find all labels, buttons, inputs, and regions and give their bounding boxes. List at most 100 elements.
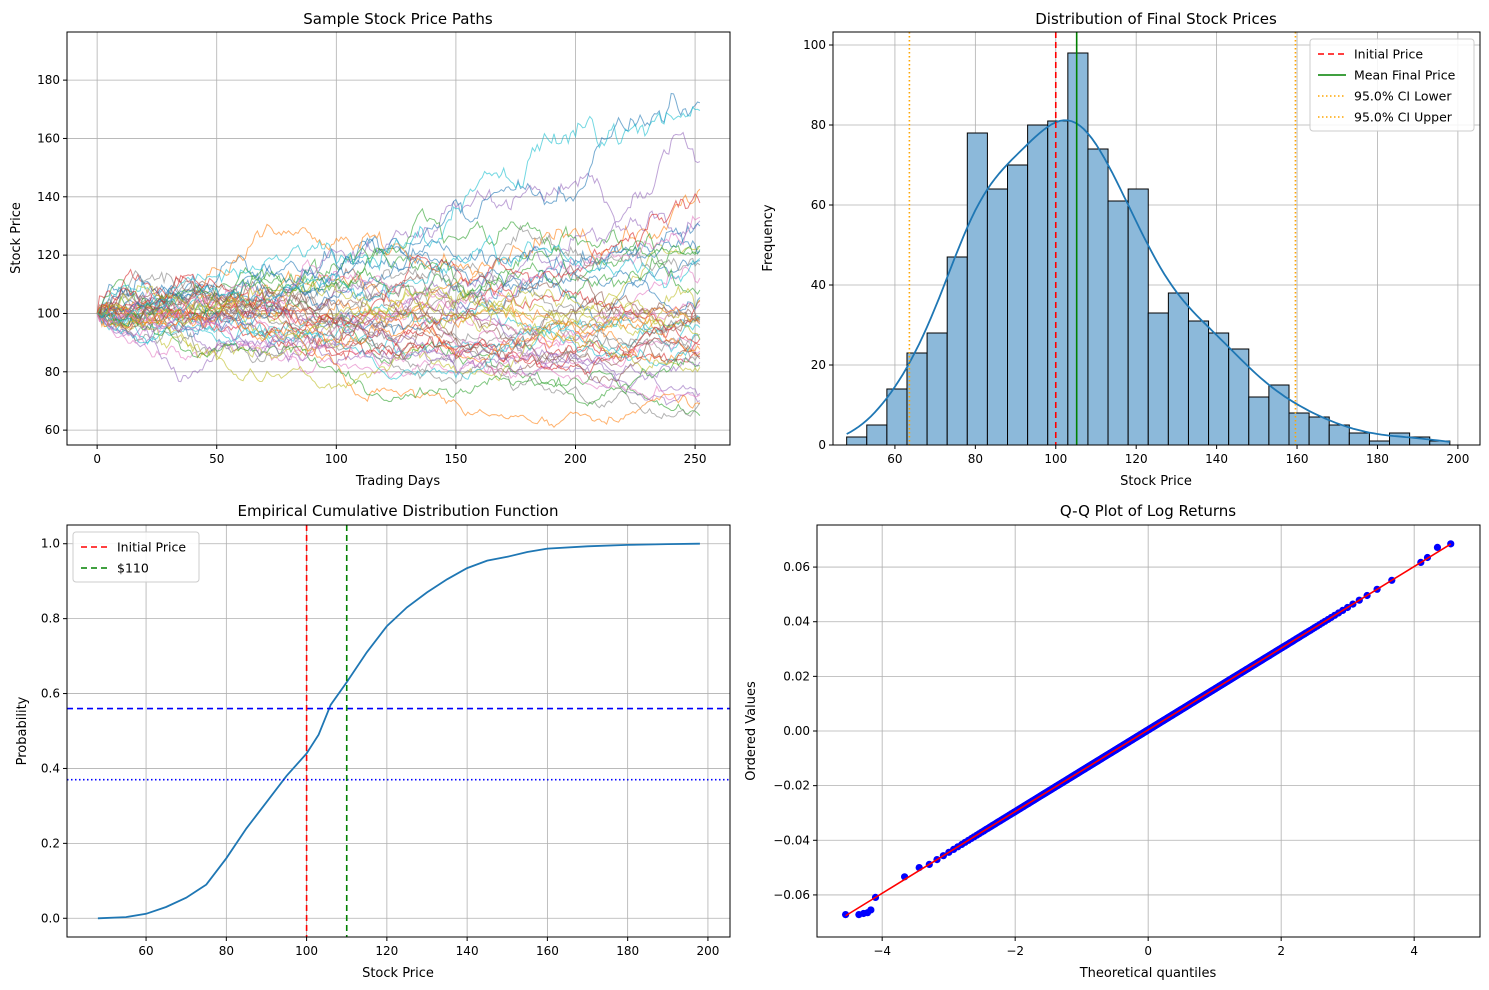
y-axis-label: Stock Price: [9, 202, 24, 274]
histogram-bar: [906, 352, 928, 446]
price-path: [96, 302, 701, 362]
price-path: [96, 268, 701, 347]
legend: Initial Price Mean Final Price 95.0% CI Lo…: [1309, 38, 1475, 132]
x-tick-label: 140: [456, 944, 479, 958]
y-tick-label: 0: [818, 438, 826, 452]
histogram-bar: [1248, 396, 1270, 446]
price-path: [96, 251, 701, 317]
x-tick-label: 50: [209, 452, 224, 466]
axes-frame: [66, 31, 731, 446]
x-tick-label: 200: [564, 452, 587, 466]
chart-title: Distribution of Final Stock Prices: [1035, 10, 1277, 28]
y-axis-label: Ordered Values: [744, 681, 759, 781]
x-tick-label: 180: [1366, 452, 1389, 466]
histogram-bar: [1328, 424, 1350, 446]
plot-area: [841, 540, 1455, 919]
chart-title: Sample Stock Price Paths: [303, 10, 493, 28]
ecdf-curve: [97, 542, 700, 920]
x-tick-label: 180: [616, 944, 639, 958]
legend-label: Initial Price: [117, 540, 186, 555]
x-axis-label: Stock Price: [362, 966, 434, 981]
x-tick-label: 160: [1286, 452, 1309, 466]
qq-point: [841, 910, 850, 919]
axes-frame: [816, 524, 1481, 938]
histogram-bar: [1107, 200, 1129, 446]
price-path: [96, 277, 701, 375]
histogram-bar: [1147, 312, 1169, 446]
y-tick-label: 80: [811, 118, 826, 132]
legend-label: $110: [117, 561, 149, 576]
x-tick-label: 120: [1125, 452, 1148, 466]
x-tick-label: 80: [968, 452, 983, 466]
y-tick-label: 0.6: [41, 687, 60, 701]
x-axis-label: Stock Price: [1120, 474, 1192, 489]
histogram-bar: [1208, 332, 1230, 446]
x-tick-label: 100: [325, 452, 348, 466]
y-tick-label: 100: [37, 306, 60, 320]
histogram-bar: [966, 132, 988, 446]
histogram-bar: [1047, 120, 1069, 446]
x-tick-label: −2: [1006, 944, 1024, 958]
price-path: [96, 294, 701, 364]
price-path: [96, 305, 701, 406]
subplot-ecdf: Empirical Cumulative Distribution Functi…: [15, 502, 731, 981]
y-tick-label: −0.02: [773, 779, 810, 793]
y-tick-label: 60: [45, 423, 60, 437]
histogram-bar: [1389, 432, 1411, 446]
legend-label: Mean Final Price: [1354, 68, 1456, 83]
grid: [67, 525, 730, 937]
y-tick-label: 20: [811, 358, 826, 372]
price-path: [96, 286, 701, 374]
histogram-bar: [1268, 384, 1290, 446]
x-tick-label: 80: [219, 944, 234, 958]
histogram-bar: [1087, 148, 1109, 446]
y-tick-label: 60: [811, 198, 826, 212]
x-tick-label: 100: [1044, 452, 1067, 466]
chart-title: Q-Q Plot of Log Returns: [1060, 502, 1236, 520]
x-tick-label: 60: [138, 944, 153, 958]
price-path: [96, 299, 701, 402]
plot-area: [96, 92, 701, 428]
x-tick-label: 2: [1277, 944, 1285, 958]
price-path: [96, 234, 701, 325]
price-path: [96, 292, 701, 420]
price-path: [96, 235, 701, 329]
y-tick-label: 0.0: [41, 911, 60, 925]
price-path: [96, 312, 701, 380]
y-tick-label: 1.0: [41, 537, 60, 551]
legend-label: Initial Price: [1354, 47, 1423, 62]
axes-frame: [66, 524, 731, 938]
price-path: [96, 300, 701, 428]
histogram-bar: [1027, 124, 1049, 446]
y-tick-label: 0.04: [783, 615, 810, 629]
grid: [817, 525, 1480, 937]
x-tick-label: 0: [93, 452, 101, 466]
x-axis-label: Trading Days: [355, 474, 440, 489]
y-tick-label: −0.04: [773, 833, 810, 847]
y-tick-label: 80: [45, 365, 60, 379]
histogram-bar: [926, 332, 948, 446]
histogram-bar: [1167, 292, 1189, 446]
legend: Initial Price $110: [72, 531, 200, 583]
price-path: [96, 215, 701, 334]
plot-area: [846, 32, 1451, 446]
y-tick-label: 0.02: [783, 669, 810, 683]
y-axis-label: Frequency: [761, 204, 776, 271]
axes-frame: [832, 31, 1481, 446]
legend-label: 95.0% CI Lower: [1354, 89, 1452, 104]
y-tick-label: 40: [811, 278, 826, 292]
legend-box: [1309, 38, 1475, 132]
x-tick-label: 0: [1144, 944, 1152, 958]
y-tick-label: 0.2: [41, 836, 60, 850]
price-path: [96, 105, 701, 314]
chart-title: Empirical Cumulative Distribution Functi…: [238, 502, 559, 520]
fit-line: [845, 543, 1452, 917]
y-tick-label: 140: [37, 190, 60, 204]
price-path: [96, 281, 701, 340]
price-path: [96, 224, 701, 334]
y-tick-label: 0.00: [783, 724, 810, 738]
price-path: [96, 292, 701, 360]
subplot-histogram: Distribution of Final Stock Prices Stock…: [761, 10, 1481, 489]
y-tick-label: −0.06: [773, 888, 810, 902]
